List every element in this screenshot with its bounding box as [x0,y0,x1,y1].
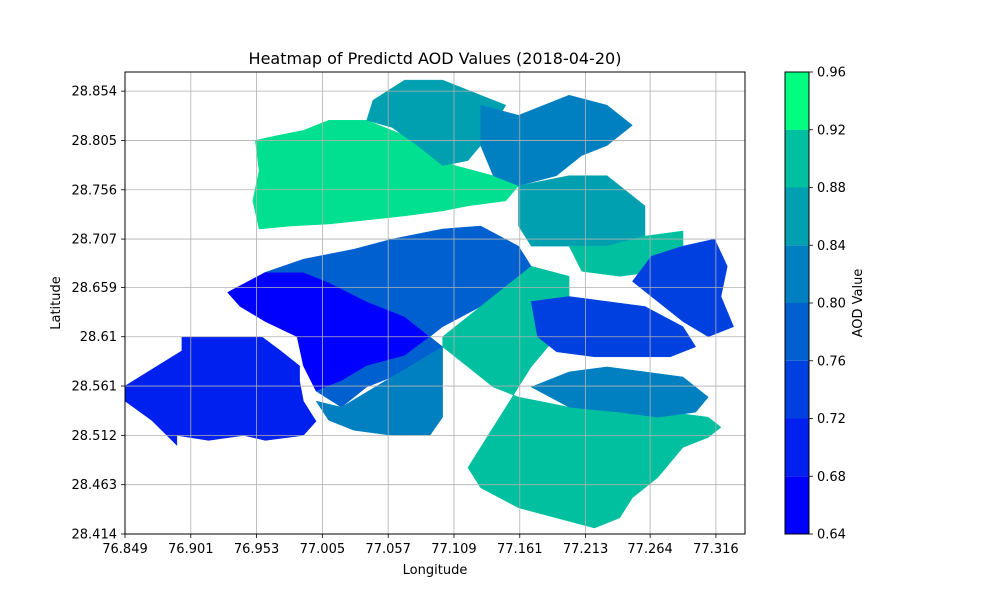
y-tick-label: 28.805 [72,134,118,149]
x-tick-label: 77.005 [300,542,346,557]
colorbar-tick-label: 0.64 [817,528,846,543]
colorbar-swatch [785,129,809,188]
x-tick-label: 76.901 [168,542,214,557]
colorbar-tick-label: 0.96 [817,66,846,81]
y-axis-ticks: 28.414 28.463 28.512 28.561 28.61 28.659 28.70… [72,85,125,543]
colorbar-swatch [785,476,809,534]
y-tick-label: 28.463 [72,478,118,493]
heatmap-region [518,175,646,247]
x-tick-label: 77.264 [627,542,673,557]
heatmap-region [124,336,317,447]
y-tick-label: 28.512 [72,429,118,444]
x-tick-label: 77.316 [693,542,739,557]
colorbar-swatch [785,245,809,303]
colorbar-swatch [785,360,809,419]
colorbar-tick-label: 0.72 [817,412,846,427]
colorbar-swatch [785,72,809,130]
y-axis-label: Latitude [49,276,64,330]
x-tick-label: 77.057 [365,542,411,557]
chart-title: Heatmap of Predictd AOD Values (2018-04-… [249,49,622,68]
y-tick-label: 28.854 [72,85,118,100]
heatmap-region [632,238,734,337]
x-tick-label: 77.109 [431,542,477,557]
colorbar-tick-label: 0.76 [817,354,846,369]
heatmap-region [315,346,443,436]
x-axis-label: Longitude [403,563,468,578]
colorbar-tick-label: 0.84 [817,239,846,254]
colorbar-swatch [785,418,809,477]
heatmap-region [530,296,697,358]
x-tick-label: 77.213 [563,542,609,557]
y-tick-label: 28.707 [72,233,118,248]
x-tick-label: 76.953 [234,542,280,557]
y-tick-label: 28.414 [72,528,118,543]
x-tick-label: 76.849 [102,542,148,557]
y-tick-label: 28.61 [80,330,117,345]
colorbar-tick-label: 0.92 [817,123,846,138]
plot-area [124,79,734,529]
y-tick-label: 28.659 [72,281,118,296]
colorbar-tick-label: 0.88 [817,181,846,196]
x-axis-ticks: 76.849 76.901 76.953 77.005 77.057 77.109 77.1… [102,534,739,557]
colorbar-label: AOD Value [851,269,866,338]
colorbar-swatch [785,187,809,246]
x-tick-label: 77.161 [497,542,543,557]
y-tick-label: 28.756 [72,183,118,198]
colorbar-tick-label: 0.80 [817,297,846,312]
y-tick-label: 28.561 [72,380,118,395]
heatmap-region [252,120,519,230]
colorbar: 0.64 0.68 0.72 0.76 0.80 0.84 0.88 0.92 0.96 [784,66,846,543]
colorbar-tick-label: 0.68 [817,470,846,485]
heatmap-region [530,366,709,418]
colorbar-swatch [785,303,809,361]
plot-frame [124,71,746,535]
